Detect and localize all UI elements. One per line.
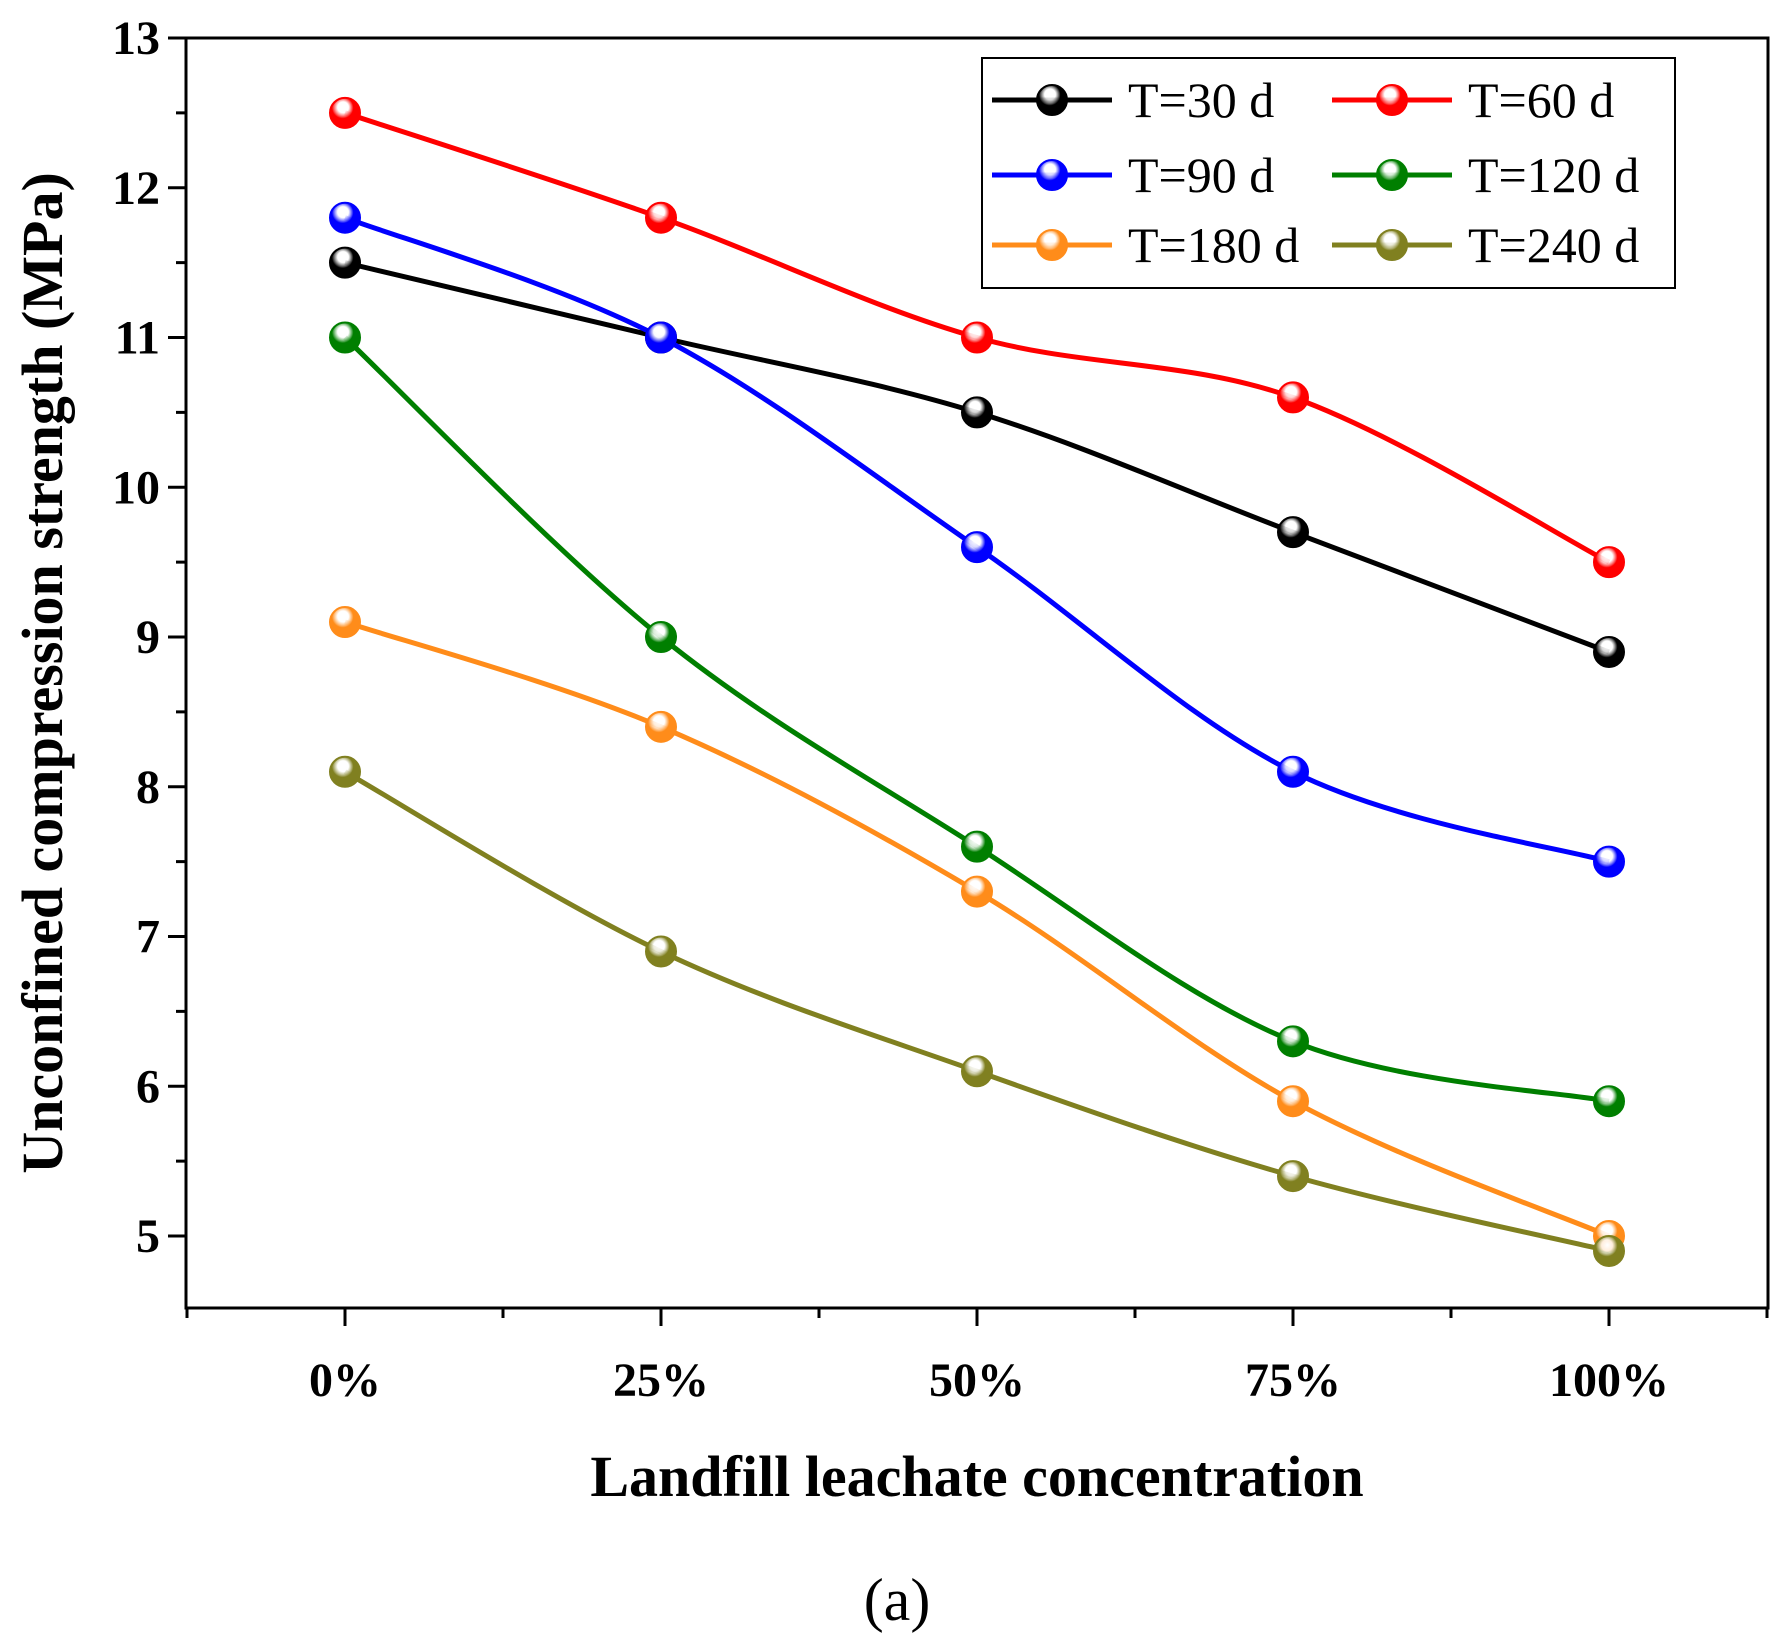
legend-marker (1036, 84, 1068, 116)
y-tick-label: 7 (136, 911, 160, 964)
data-point-t-120-d (961, 830, 993, 863)
data-point-t-60-d (645, 201, 677, 234)
legend-label: T=120 d (1468, 147, 1639, 203)
y-tick-label: 12 (112, 162, 160, 215)
legend-marker (1376, 159, 1408, 191)
data-point-t-180-d (961, 875, 993, 908)
y-tick-label: 6 (136, 1060, 160, 1113)
data-point-t-90-d (645, 321, 677, 354)
data-point-t-60-d (961, 321, 993, 354)
series-line-t-180-d (344, 619, 1610, 1239)
legend-item-t-90-d: T=90 d (992, 147, 1274, 203)
data-point-t-240-d (1593, 1234, 1625, 1267)
legend-label: T=30 d (1128, 72, 1274, 128)
y-axis-title: Unconfined compression strength (MPa) (10, 172, 75, 1174)
data-point-t-120-d (1593, 1085, 1625, 1118)
data-point-t-30-d (1593, 635, 1625, 668)
legend: T=30 d T=60 d T=90 d T=120 d T=180 d T=240 d (981, 57, 1676, 289)
y-axis: 5 6 7 8 9 10 11 12 13 (112, 12, 186, 1263)
legend-label: T=60 d (1468, 72, 1614, 128)
data-point-t-180-d (329, 606, 361, 639)
x-tick-label: 25% (613, 1354, 709, 1407)
data-point-t-120-d (645, 621, 677, 653)
series-points (329, 96, 1625, 1267)
data-point-t-240-d (961, 1055, 993, 1088)
data-point-t-30-d (329, 246, 361, 279)
y-tick-label: 5 (136, 1210, 160, 1263)
data-point-t-180-d (1277, 1085, 1309, 1118)
y-tick-label: 10 (112, 461, 160, 514)
data-point-t-240-d (329, 755, 361, 788)
legend-marker (1036, 159, 1068, 191)
legend-marker (1376, 229, 1408, 261)
legend-label: T=180 d (1128, 217, 1299, 273)
legend-item-t-120-d: T=120 d (1332, 147, 1639, 203)
data-point-t-30-d (1277, 516, 1309, 549)
panel-label: (a) (864, 1567, 931, 1633)
legend-item-t-30-d: T=30 d (992, 72, 1274, 128)
data-point-t-60-d (329, 96, 361, 129)
legend-item-t-240-d: T=240 d (1332, 217, 1639, 273)
legend-label: T=240 d (1468, 217, 1639, 273)
x-tick-label: 0% (309, 1354, 381, 1407)
legend-item-t-60-d: T=60 d (1332, 72, 1614, 128)
legend-marker (1376, 84, 1408, 116)
x-axis: 0% 25% 50% 75% 100% (185, 1308, 1769, 1407)
series-line-t-120-d (343, 335, 1610, 1104)
data-point-t-240-d (645, 935, 677, 968)
legend-label: T=90 d (1128, 147, 1274, 203)
x-tick-label: 50% (929, 1354, 1025, 1407)
data-point-t-90-d (961, 531, 993, 564)
data-point-t-120-d (329, 321, 361, 354)
data-point-t-60-d (1593, 546, 1625, 579)
data-point-t-90-d (1593, 845, 1625, 878)
y-tick-label: 8 (136, 761, 160, 814)
data-point-t-90-d (1277, 755, 1309, 788)
data-point-t-60-d (1277, 381, 1309, 414)
data-point-t-120-d (1277, 1025, 1309, 1058)
x-tick-label: 100% (1549, 1354, 1669, 1407)
y-tick-label: 13 (112, 12, 160, 65)
data-point-t-180-d (645, 710, 677, 743)
data-point-t-30-d (961, 396, 993, 429)
y-tick-label: 11 (115, 312, 160, 365)
legend-item-t-180-d: T=180 d (992, 217, 1299, 273)
x-axis-title: Landfill leachate concentration (590, 1444, 1363, 1509)
data-point-t-240-d (1277, 1160, 1309, 1193)
legend-marker (1036, 229, 1068, 261)
y-tick-label: 9 (136, 611, 160, 664)
data-point-t-90-d (329, 201, 361, 234)
x-tick-label: 75% (1245, 1354, 1341, 1407)
